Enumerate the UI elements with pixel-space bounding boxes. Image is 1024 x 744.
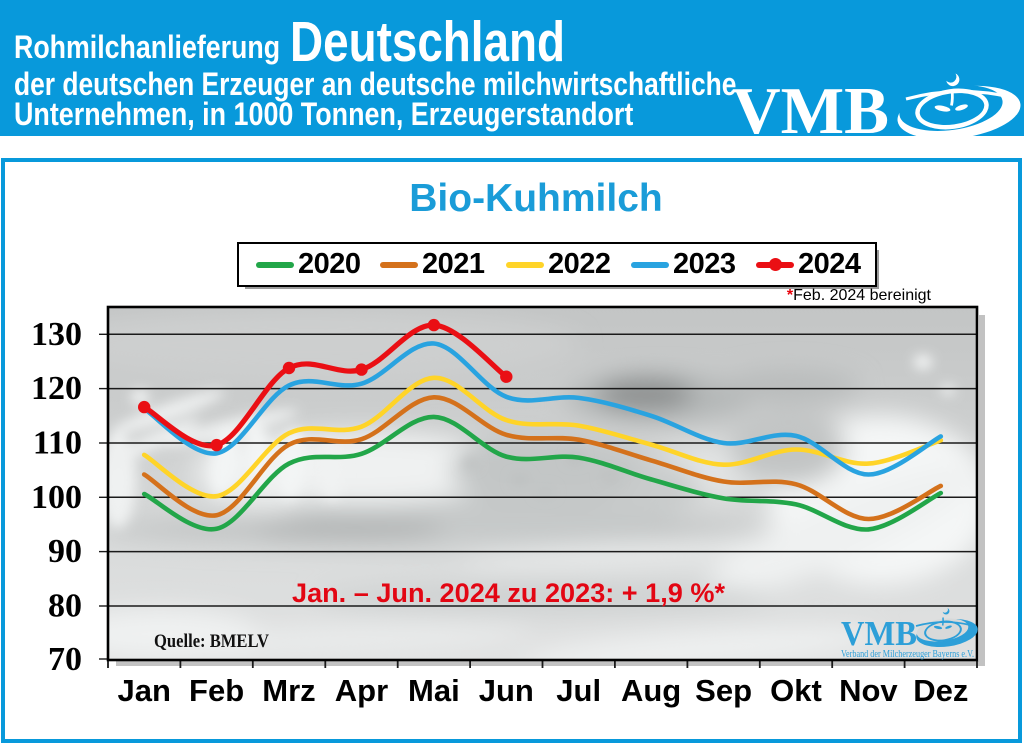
svg-text:Jan: Jan xyxy=(117,673,170,708)
svg-text:Mai: Mai xyxy=(408,673,460,708)
svg-text:Sep: Sep xyxy=(695,673,752,708)
svg-text:Quelle: BMELV: Quelle: BMELV xyxy=(154,631,269,652)
svg-text:VMB: VMB xyxy=(732,74,889,148)
svg-text:80: 80 xyxy=(48,588,82,625)
svg-text:Apr: Apr xyxy=(335,673,388,708)
svg-text:Jun: Jun xyxy=(479,673,534,708)
svg-text:Feb: Feb xyxy=(189,673,244,708)
svg-text:Okt: Okt xyxy=(770,673,822,708)
svg-text:Jan. – Jun. 2024 zu 2023: + 1,: Jan. – Jun. 2024 zu 2023: + 1,9 %* xyxy=(292,578,725,608)
svg-text:90: 90 xyxy=(48,533,82,570)
svg-text:Aug: Aug xyxy=(621,673,681,708)
svg-text:Mrz: Mrz xyxy=(262,673,315,708)
svg-text:Dez: Dez xyxy=(913,673,968,708)
svg-text:110: 110 xyxy=(33,425,82,462)
svg-text:VMB: VMB xyxy=(841,614,917,653)
svg-text:Nov: Nov xyxy=(839,673,898,708)
svg-text:Verband der Milcherzeuger Baye: Verband der Milcherzeuger Bayerns e.V. xyxy=(841,649,974,660)
svg-text:100: 100 xyxy=(31,479,82,516)
svg-text:120: 120 xyxy=(31,370,82,407)
svg-text:130: 130 xyxy=(31,316,82,353)
svg-text:70: 70 xyxy=(48,641,82,678)
svg-text:Jul: Jul xyxy=(556,673,601,708)
